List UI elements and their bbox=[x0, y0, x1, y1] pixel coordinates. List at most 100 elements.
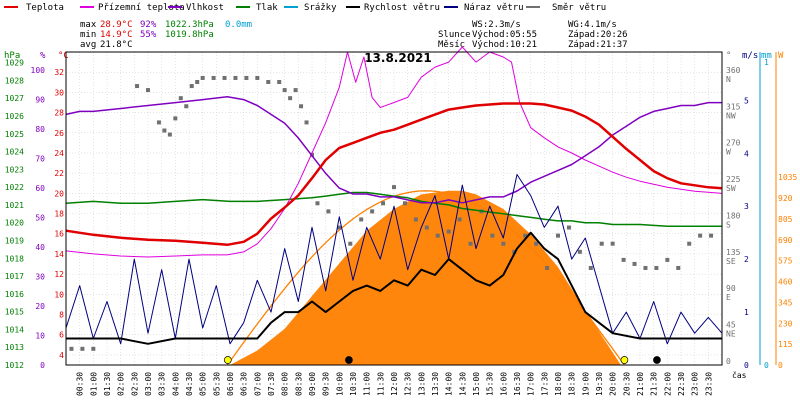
wind-direction-point bbox=[146, 88, 150, 93]
series-lines bbox=[65, 46, 723, 345]
tick-label-time: 21:30 bbox=[650, 372, 659, 396]
wind-direction-point bbox=[135, 84, 140, 89]
wind-direction-point bbox=[189, 84, 194, 89]
tick-label-time: 05:30 bbox=[212, 372, 221, 396]
tick-label-percent: 50 bbox=[35, 214, 45, 223]
tick-label-time: 16:30 bbox=[513, 372, 522, 396]
tick-label-time: 08:30 bbox=[294, 372, 303, 396]
tick-label-time: 04:00 bbox=[171, 372, 180, 396]
tick-label-time: 22:30 bbox=[677, 372, 686, 396]
tick-label-celsius: 12 bbox=[54, 270, 64, 279]
tick-label-time: 17:00 bbox=[527, 372, 536, 396]
wind-direction-point bbox=[178, 96, 183, 101]
axis-unit-degrees: ° bbox=[726, 51, 731, 61]
legend-label-prizemni: Přízemní teplota bbox=[98, 3, 185, 13]
tick-label-hpa: 1018 bbox=[5, 254, 24, 263]
sunset-marker bbox=[620, 356, 629, 364]
tick-label-time: 00:30 bbox=[76, 372, 85, 396]
tick-label-time: 11:00 bbox=[363, 372, 372, 396]
info-sunrise: Východ:05:55 bbox=[472, 30, 537, 40]
tick-label-hpa: 1016 bbox=[5, 290, 24, 299]
tick-label-time: 02:30 bbox=[130, 372, 139, 396]
wind-direction-point bbox=[632, 261, 637, 266]
tick-label-celsius: 4 bbox=[59, 351, 64, 360]
wind-direction-point bbox=[162, 128, 167, 133]
wind-direction-point bbox=[381, 201, 386, 206]
tick-label-time: 16:00 bbox=[499, 372, 508, 396]
tick-label-time: 23:00 bbox=[691, 372, 700, 396]
tick-label-hpa: 1028 bbox=[5, 76, 24, 85]
wind-direction-point bbox=[167, 132, 172, 137]
axis-units: hPa % °C ° m/s mm W bbox=[4, 51, 784, 61]
tick-label-watts: 345 bbox=[778, 298, 793, 307]
tick-label-direction: 270 bbox=[726, 139, 741, 148]
wind-direction-point bbox=[255, 75, 260, 80]
tick-label-celsius: 6 bbox=[59, 331, 64, 340]
wind-direction-point bbox=[545, 265, 550, 270]
tick-label-compass: W bbox=[726, 148, 731, 157]
wind-direction-point bbox=[709, 233, 714, 238]
tick-label-hpa: 1013 bbox=[5, 343, 24, 352]
tick-label-time: 21:00 bbox=[636, 372, 645, 396]
tick-label-mm: 1 bbox=[764, 58, 769, 67]
tick-label-ms: 5 bbox=[744, 96, 749, 105]
tick-label-hpa: 1022 bbox=[5, 183, 24, 192]
stats-block: max 28.9°C 92% 1022.3hPa 0.0mm min 14.9°… bbox=[80, 20, 252, 50]
wind-direction-point bbox=[326, 209, 331, 214]
tick-label-hpa: 1012 bbox=[5, 361, 24, 370]
stats-min-label: min bbox=[80, 30, 96, 40]
tick-label-celsius: 32 bbox=[54, 68, 64, 77]
tick-label-time: 10:30 bbox=[349, 372, 358, 396]
wind-direction-point bbox=[200, 75, 205, 80]
tick-label-direction: 90 bbox=[726, 284, 736, 293]
tick-label-time: 06:30 bbox=[240, 372, 249, 396]
solar-radiation-area bbox=[230, 190, 621, 365]
wind-direction-point bbox=[566, 225, 571, 230]
tick-label-hpa: 1023 bbox=[5, 165, 24, 174]
tick-label-compass: SE bbox=[726, 257, 736, 266]
tick-label-hpa: 1026 bbox=[5, 112, 24, 121]
tick-label-percent: 0 bbox=[40, 361, 45, 370]
temperature-line bbox=[65, 102, 723, 247]
wind-direction-point bbox=[665, 257, 670, 262]
tick-label-celsius: 28 bbox=[54, 109, 64, 118]
tick-label-celsius: 10 bbox=[54, 290, 64, 299]
tick-label-compass: S bbox=[726, 220, 731, 229]
wind-direction-point bbox=[233, 75, 238, 80]
tick-label-time: 18:30 bbox=[568, 372, 577, 396]
tick-label-ms: 3 bbox=[744, 202, 749, 211]
tick-label-time: 15:30 bbox=[486, 372, 495, 396]
wind-direction-point bbox=[610, 241, 615, 246]
stats-min-pressure: 1019.8hPa bbox=[165, 30, 214, 40]
tick-label-time: 20:30 bbox=[622, 372, 631, 396]
stats-max-humidity: 92% bbox=[140, 20, 157, 30]
wind-direction-point bbox=[501, 241, 506, 246]
tick-label-percent: 80 bbox=[35, 125, 45, 134]
wind-direction-point bbox=[490, 233, 495, 238]
tick-label-hpa: 1021 bbox=[5, 201, 24, 210]
wind-direction-point bbox=[402, 201, 407, 206]
tick-label-time: 10:00 bbox=[335, 372, 344, 396]
wind-direction-point bbox=[534, 241, 539, 246]
tick-label-celsius: 8 bbox=[59, 311, 64, 320]
wind-direction-point bbox=[293, 88, 298, 93]
legend-label-naraz: Náraz větru bbox=[464, 3, 524, 13]
tick-label-time: 11:30 bbox=[376, 372, 385, 396]
wind-direction-point bbox=[288, 96, 293, 101]
tick-label-percent: 20 bbox=[35, 302, 45, 311]
wind-direction-point bbox=[195, 79, 200, 84]
tick-label-hpa: 1024 bbox=[5, 148, 24, 157]
wind-direction-point bbox=[91, 346, 96, 351]
sun-path-line bbox=[226, 190, 625, 366]
tick-label-percent: 90 bbox=[35, 96, 45, 105]
tick-label-watts: 920 bbox=[778, 194, 793, 203]
tick-label-time: 15:00 bbox=[472, 372, 481, 396]
wind-direction-point bbox=[424, 225, 429, 230]
humidity-line bbox=[65, 95, 722, 204]
wind-direction-point bbox=[523, 233, 528, 238]
wind-direction-point bbox=[457, 217, 462, 222]
tick-label-time: 13:00 bbox=[417, 372, 426, 396]
stats-avg-temp: 21.8°C bbox=[100, 40, 133, 50]
tick-label-hpa: 1020 bbox=[5, 219, 24, 228]
tick-label-percent: 100 bbox=[31, 66, 46, 75]
